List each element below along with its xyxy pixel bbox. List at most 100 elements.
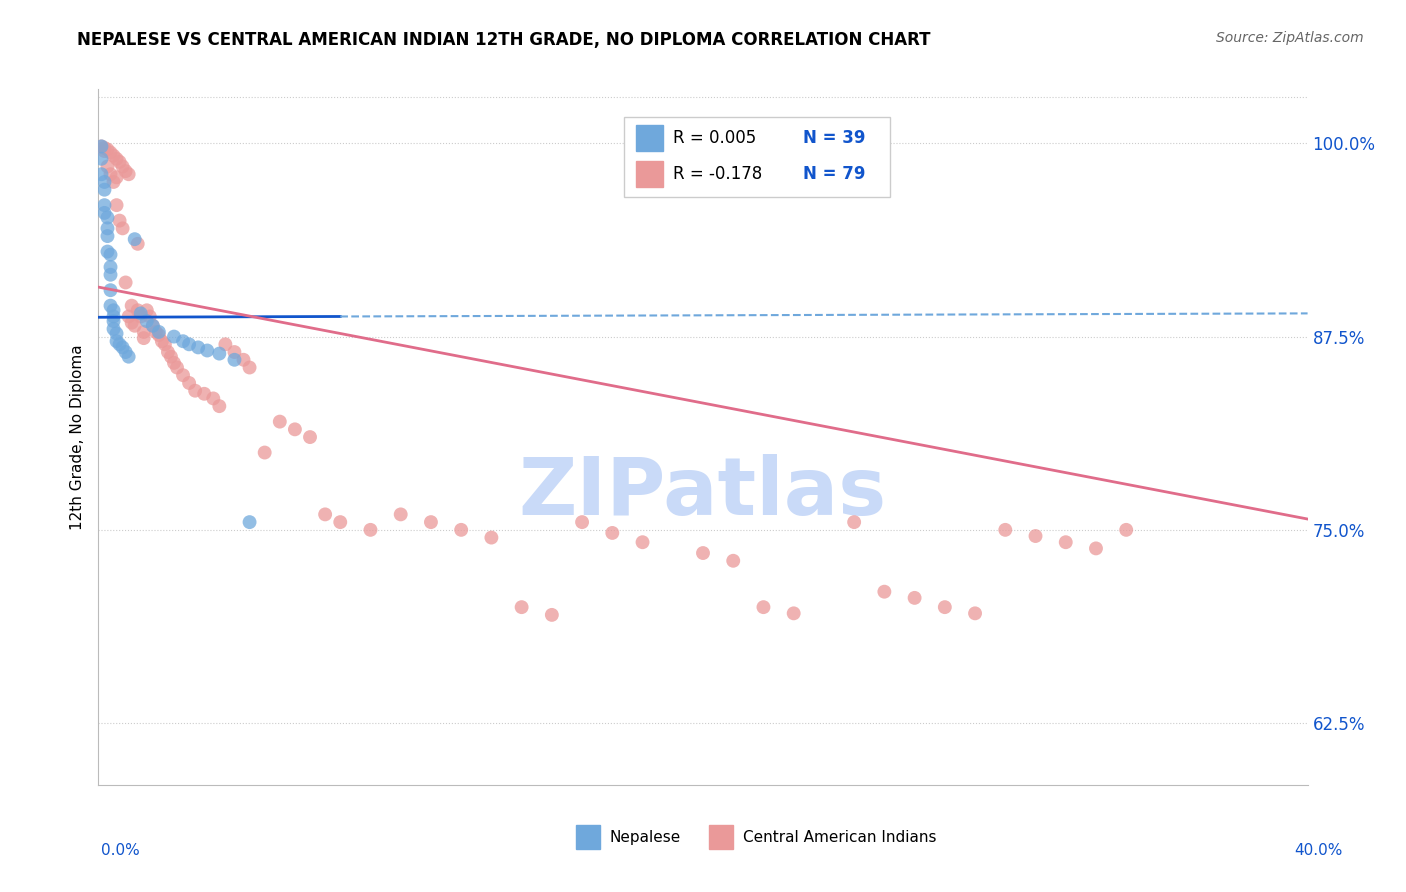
Point	[103, 322, 125, 336]
Text: 40.0%: 40.0%	[1295, 843, 1343, 858]
Text: R = -0.178: R = -0.178	[672, 165, 762, 183]
Point	[420, 515, 443, 529]
Text: Central American Indians: Central American Indians	[742, 830, 936, 845]
Point	[108, 213, 131, 227]
Point	[135, 314, 157, 328]
Point	[105, 170, 128, 185]
Point	[103, 149, 125, 163]
Point	[132, 325, 155, 339]
Point	[93, 198, 115, 212]
Point	[103, 303, 125, 318]
Point	[145, 325, 167, 339]
Point	[129, 310, 152, 324]
Point	[224, 352, 246, 367]
Point	[121, 299, 143, 313]
Point	[93, 141, 115, 155]
Bar	[576, 825, 600, 849]
Point	[103, 314, 125, 328]
Point	[100, 260, 122, 274]
Point	[100, 299, 122, 313]
Point	[114, 345, 136, 359]
Point	[148, 325, 170, 339]
Point	[124, 318, 146, 333]
Point	[1024, 529, 1046, 543]
Point	[148, 328, 170, 343]
Point	[127, 303, 149, 318]
Point	[360, 523, 382, 537]
Point	[111, 221, 134, 235]
Point	[184, 384, 207, 398]
Point	[163, 356, 186, 370]
Point	[139, 310, 162, 324]
Point	[114, 164, 136, 178]
Point	[208, 399, 231, 413]
Point	[1085, 541, 1108, 556]
Point	[208, 346, 231, 360]
Point	[232, 352, 254, 367]
Point	[314, 508, 336, 522]
Point	[129, 306, 152, 320]
Point	[108, 154, 131, 169]
Text: N = 79: N = 79	[803, 165, 866, 183]
Bar	[709, 825, 734, 849]
Point	[195, 343, 218, 358]
Point	[783, 607, 806, 621]
Point	[752, 600, 775, 615]
Point	[93, 175, 115, 189]
Point	[114, 276, 136, 290]
Text: ZIPatlas: ZIPatlas	[519, 454, 887, 532]
Point	[93, 206, 115, 220]
Point	[160, 350, 183, 364]
Text: N = 39: N = 39	[803, 129, 866, 147]
Point	[118, 350, 141, 364]
Point	[187, 340, 209, 354]
Point	[118, 167, 141, 181]
Point	[150, 334, 173, 349]
Point	[121, 316, 143, 330]
Point	[172, 368, 194, 383]
Point	[103, 310, 125, 324]
Point	[179, 376, 201, 390]
Point	[153, 337, 176, 351]
Point	[96, 244, 118, 259]
Y-axis label: 12th Grade, No Diploma: 12th Grade, No Diploma	[70, 344, 86, 530]
Point	[90, 139, 112, 153]
Point	[510, 600, 533, 615]
Point	[571, 515, 593, 529]
Point	[100, 145, 122, 160]
Point	[111, 340, 134, 354]
Point	[156, 345, 179, 359]
Point	[1115, 523, 1137, 537]
Point	[135, 303, 157, 318]
Point	[214, 337, 236, 351]
Point	[100, 283, 122, 297]
Point	[329, 515, 352, 529]
Point	[96, 143, 118, 157]
Text: NEPALESE VS CENTRAL AMERICAN INDIAN 12TH GRADE, NO DIPLOMA CORRELATION CHART: NEPALESE VS CENTRAL AMERICAN INDIAN 12TH…	[77, 31, 931, 49]
Point	[873, 584, 896, 599]
Point	[100, 167, 122, 181]
Point	[179, 337, 201, 351]
Point	[100, 268, 122, 282]
Point	[284, 422, 307, 436]
Point	[450, 523, 472, 537]
Point	[142, 318, 165, 333]
Point	[105, 326, 128, 341]
Text: Nepalese: Nepalese	[610, 830, 681, 845]
Point	[965, 607, 987, 621]
Point	[253, 445, 276, 459]
Point	[172, 334, 194, 349]
Text: Source: ZipAtlas.com: Source: ZipAtlas.com	[1216, 31, 1364, 45]
Point	[90, 152, 112, 166]
Bar	[637, 125, 664, 151]
Point	[127, 236, 149, 251]
Point	[96, 160, 118, 174]
Point	[723, 554, 745, 568]
Point	[105, 152, 128, 166]
Point	[269, 415, 291, 429]
Point	[844, 515, 866, 529]
Point	[90, 139, 112, 153]
Point	[481, 531, 503, 545]
Point	[202, 392, 225, 406]
Point	[540, 607, 562, 622]
